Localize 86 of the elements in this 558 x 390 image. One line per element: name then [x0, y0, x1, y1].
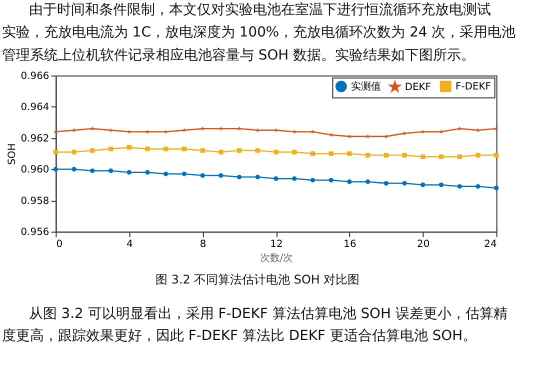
y-tick-label: 0.964: [20, 102, 50, 114]
point: [310, 178, 316, 182]
point: [145, 170, 150, 175]
x-tick-label: 24: [484, 239, 497, 250]
point: [72, 150, 76, 154]
point: [476, 152, 480, 158]
x-tick-label: 16: [344, 239, 356, 250]
point: [164, 146, 168, 152]
x-tick-label: 12: [270, 239, 283, 250]
point: [182, 146, 187, 152]
text: 实验，充放电电流为 1C，放电深度为 100%，充放电循环次数为 24 次，采用电池: [2, 24, 516, 41]
point: [145, 146, 150, 152]
point: [53, 129, 58, 134]
point: [457, 154, 462, 160]
point: [145, 129, 150, 134]
y-axis-title: SOH: [6, 143, 18, 165]
point: [366, 134, 370, 138]
x-tick-label: 4: [126, 239, 133, 250]
point: [53, 166, 58, 172]
point: [402, 180, 407, 186]
point: [310, 129, 315, 134]
point: [182, 172, 187, 176]
legend-label: DEKF: [404, 82, 432, 93]
point: [347, 179, 352, 184]
y-tick-label: 0.958: [20, 196, 50, 207]
point: [90, 168, 95, 174]
point: [200, 148, 205, 153]
point: [218, 150, 224, 154]
point: [494, 186, 499, 190]
point: [292, 176, 297, 181]
point: [365, 152, 370, 158]
y-tick-label: 0.962: [20, 133, 50, 144]
point: [402, 152, 407, 158]
text: 图 3.2 不同算法估计电池 SOH 对比图: [156, 272, 360, 286]
point: [476, 184, 480, 189]
point: [108, 146, 114, 152]
point: [200, 173, 205, 178]
point: [347, 151, 352, 156]
point: [328, 178, 334, 182]
y-tick-label: 0.956: [20, 227, 50, 238]
point: [384, 180, 389, 186]
point: [384, 152, 389, 158]
point: [439, 129, 444, 134]
x-tick-label: 0: [56, 239, 63, 250]
y-tick-label: 0.960: [20, 164, 50, 176]
point: [274, 150, 278, 154]
point: [218, 173, 224, 178]
point: [457, 184, 462, 189]
point: [420, 154, 426, 160]
point: [182, 128, 186, 132]
point: [126, 145, 132, 150]
text: 度更高，跟踪效果更好，因此 F-DEKF 算法比 DEKF 更适合估算电池 SOH。: [2, 328, 477, 344]
x-tick-label: 20: [417, 239, 430, 250]
point: [328, 151, 334, 156]
point: [292, 150, 297, 154]
point: [126, 170, 132, 175]
point: [420, 129, 426, 134]
legend-label: F-DEKF: [456, 81, 492, 92]
legend-label: 实测值: [351, 80, 382, 92]
y-tick-label: 0.966: [20, 71, 50, 82]
point: [164, 172, 168, 176]
point: [347, 134, 352, 138]
point: [438, 182, 444, 188]
point: [255, 148, 260, 153]
point: [237, 126, 242, 131]
text: 由于时间和条件限制，本文仅对实验电池在室温下进行恒流循环充放电测试: [28, 2, 491, 18]
point: [274, 176, 278, 181]
point: [108, 128, 113, 132]
text: 管理系统上位机软件记录相应电池容量与 SOH 数据。实验结果如下图所示。: [2, 48, 476, 64]
point: [90, 148, 95, 153]
point: [236, 148, 242, 153]
point: [494, 126, 499, 131]
point: [72, 166, 76, 172]
x-axis-title: 次数/次: [260, 253, 294, 264]
point: [457, 126, 462, 131]
point: [494, 152, 499, 158]
text: 从图 3.2 可以明显看出，采用 F-DEKF 算法估算电池 SOH 误差更小，估算精: [28, 306, 508, 322]
point: [420, 182, 426, 188]
point: [236, 174, 242, 180]
point: [310, 151, 316, 156]
point: [365, 179, 370, 184]
point: [438, 154, 444, 160]
point: [108, 168, 114, 174]
x-tick-label: 8: [200, 239, 206, 250]
point: [53, 150, 58, 154]
point: [255, 174, 260, 180]
